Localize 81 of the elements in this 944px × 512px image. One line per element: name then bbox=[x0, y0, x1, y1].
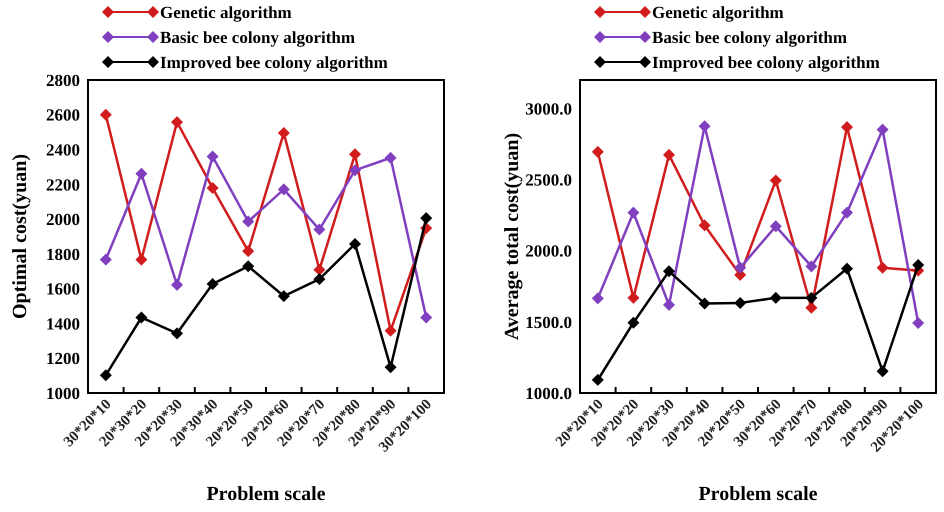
point bbox=[805, 292, 818, 304]
point bbox=[278, 127, 290, 140]
y-tick-label: 2000 bbox=[46, 210, 80, 230]
y-axis-title: Optimal cost(yuan) bbox=[9, 154, 31, 319]
point bbox=[100, 254, 112, 266]
legend-label: Improved bee colony algorithm bbox=[160, 52, 388, 72]
y-tick-label: 2400 bbox=[46, 140, 80, 160]
point bbox=[384, 361, 397, 374]
point bbox=[663, 265, 675, 278]
point bbox=[349, 238, 361, 250]
point bbox=[349, 148, 361, 160]
point bbox=[171, 327, 183, 340]
point bbox=[627, 316, 640, 329]
y-tick-label: 1500.0 bbox=[525, 312, 572, 332]
x-axis-title: Problem scale bbox=[698, 483, 818, 505]
legend-label: Improved bee colony algorithm bbox=[652, 52, 880, 72]
point bbox=[278, 183, 290, 196]
point bbox=[627, 206, 640, 219]
y-tick-label: 2600 bbox=[46, 106, 80, 125]
point bbox=[206, 182, 219, 194]
point bbox=[876, 365, 889, 378]
x-axis-title: Problem scale bbox=[206, 483, 326, 505]
legend-label: Genetic algorithm bbox=[160, 2, 292, 22]
point bbox=[698, 219, 711, 232]
y-tick-label: 2500.0 bbox=[525, 170, 572, 190]
point bbox=[100, 369, 112, 382]
point bbox=[278, 290, 290, 302]
y-tick-label: 1600 bbox=[46, 280, 80, 299]
y-axis-title: Average total cost(yuan) bbox=[501, 132, 523, 340]
point bbox=[912, 317, 924, 329]
point bbox=[592, 374, 604, 386]
point bbox=[135, 254, 148, 266]
point bbox=[770, 174, 782, 186]
y-tick-label: 1800 bbox=[46, 244, 80, 264]
point bbox=[313, 224, 326, 236]
point bbox=[420, 212, 432, 224]
y-tick-label: 2000.0 bbox=[525, 242, 572, 261]
point bbox=[805, 260, 818, 272]
point bbox=[698, 120, 711, 132]
point bbox=[627, 292, 640, 304]
point bbox=[734, 296, 746, 309]
y-tick-label: 2800 bbox=[46, 70, 80, 90]
point bbox=[420, 312, 432, 324]
point bbox=[912, 258, 924, 271]
point bbox=[384, 324, 397, 337]
legend-label: Basic bee colony algorithm bbox=[652, 28, 848, 47]
point bbox=[135, 168, 148, 180]
point bbox=[770, 220, 782, 232]
y-tick-label: 1200 bbox=[46, 349, 80, 368]
y-tick-label: 3000.0 bbox=[525, 99, 572, 118]
point bbox=[734, 262, 746, 274]
point bbox=[313, 273, 326, 286]
point bbox=[206, 278, 219, 290]
point bbox=[876, 124, 889, 136]
point bbox=[242, 245, 254, 258]
point bbox=[841, 206, 853, 219]
point bbox=[384, 152, 397, 164]
point bbox=[770, 292, 782, 304]
point bbox=[663, 148, 675, 161]
point bbox=[242, 216, 254, 228]
legend-label: Genetic algorithm bbox=[652, 2, 784, 22]
y-tick-label: 1400 bbox=[46, 314, 80, 334]
point bbox=[841, 121, 853, 134]
y-tick-label: 2200 bbox=[46, 175, 80, 194]
point bbox=[698, 298, 711, 310]
y-tick-label: 1000 bbox=[46, 384, 80, 403]
point bbox=[592, 146, 604, 158]
point bbox=[592, 292, 604, 304]
point bbox=[349, 164, 361, 176]
point bbox=[663, 298, 675, 311]
point bbox=[206, 150, 219, 163]
point bbox=[171, 116, 183, 128]
point bbox=[242, 260, 254, 272]
legend-label: Basic bee colony algorithm bbox=[160, 28, 356, 47]
point bbox=[313, 264, 326, 276]
point bbox=[171, 278, 183, 291]
point bbox=[135, 312, 148, 324]
point bbox=[876, 262, 889, 274]
point bbox=[841, 262, 853, 275]
y-tick-label: 1000.0 bbox=[525, 384, 572, 403]
point bbox=[100, 108, 112, 121]
